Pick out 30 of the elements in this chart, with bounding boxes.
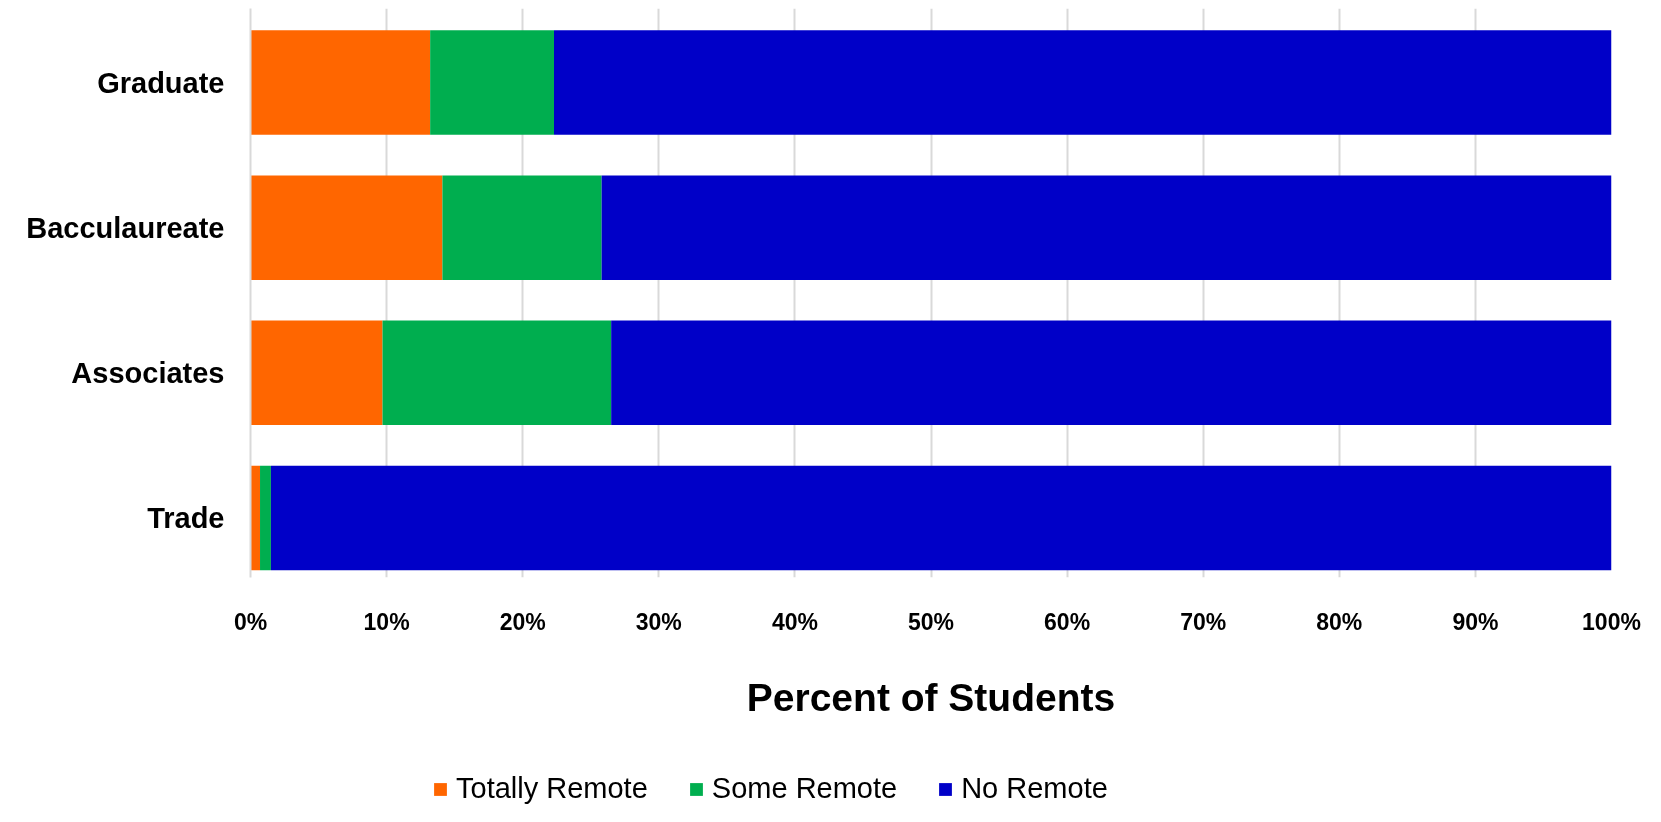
y-tick-label: Graduate xyxy=(97,66,225,99)
x-tick-label: 20% xyxy=(499,608,546,635)
y-tick-label: Bacculaureate xyxy=(26,211,225,244)
legend-label: Totally Remote xyxy=(456,772,648,805)
bar xyxy=(554,30,1612,135)
bar xyxy=(260,465,271,571)
y-tick-label: Associates xyxy=(71,356,225,389)
bar xyxy=(611,320,1612,426)
x-axis-title: Percent of Students xyxy=(746,675,1116,719)
x-tick-label: 90% xyxy=(1452,608,1499,635)
x-tick-label: 80% xyxy=(1316,608,1363,635)
x-tick-label: 40% xyxy=(771,608,818,635)
x-tick-label: 50% xyxy=(907,608,955,635)
bar xyxy=(601,175,1612,280)
bar xyxy=(270,465,1612,571)
bar xyxy=(250,320,383,426)
y-tick-label: Trade xyxy=(147,501,225,534)
bar xyxy=(250,30,431,135)
bar xyxy=(250,175,443,280)
x-tick-label: 100% xyxy=(1582,608,1641,635)
x-tick-label: 30% xyxy=(635,608,682,635)
x-tick-label: 0% xyxy=(233,608,268,635)
x-tick-label: 70% xyxy=(1180,608,1227,635)
legend-label: No Remote xyxy=(961,772,1108,805)
x-tick-label: 10% xyxy=(363,608,410,635)
legend-label: Some Remote xyxy=(711,772,898,805)
bar xyxy=(382,320,612,426)
bar xyxy=(430,30,554,135)
x-tick-label: 60% xyxy=(1044,608,1091,635)
bar xyxy=(442,175,602,280)
